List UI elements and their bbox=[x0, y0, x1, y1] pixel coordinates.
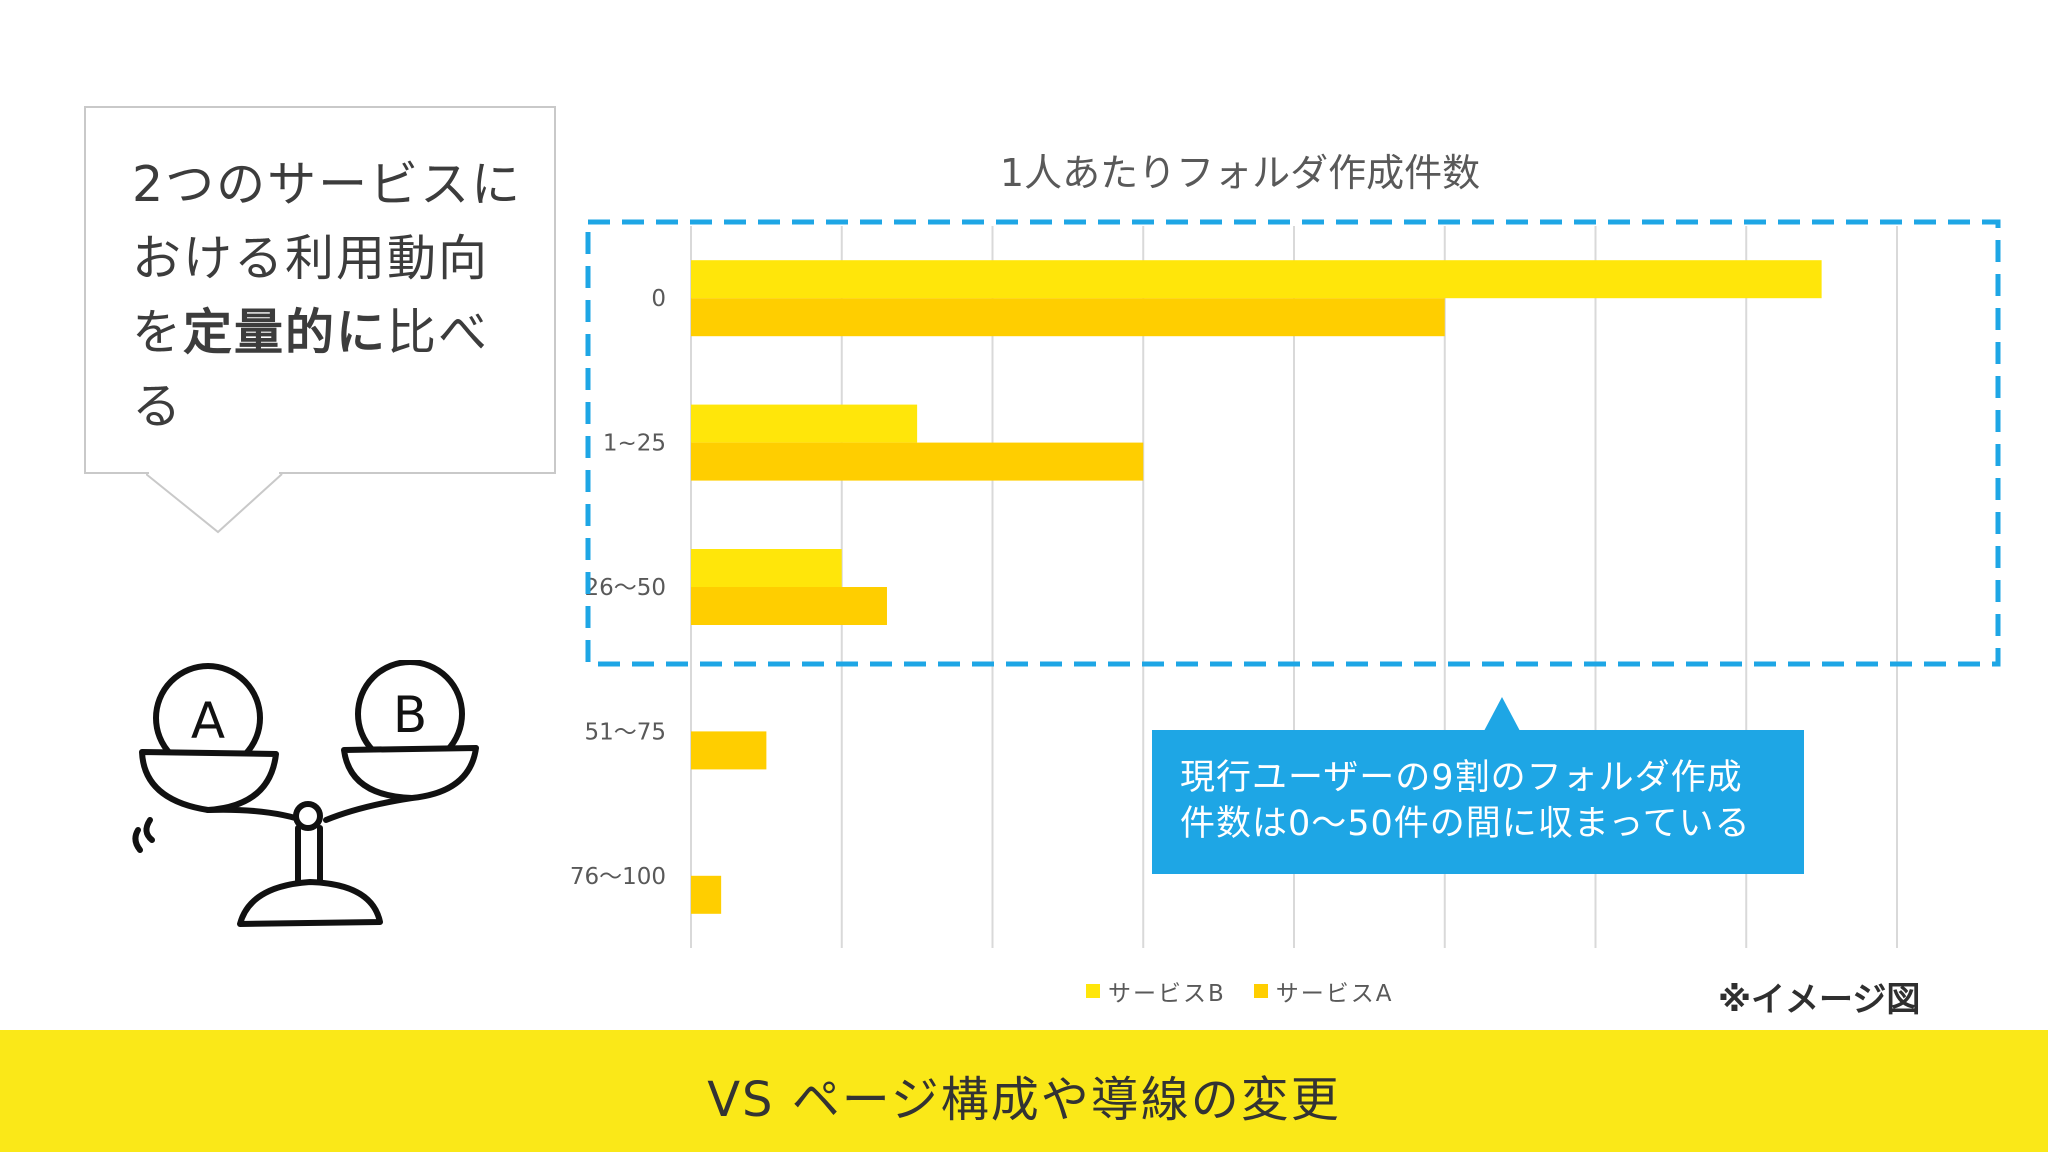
footer-title: VS ページ構成や導線の変更 bbox=[707, 1072, 1341, 1128]
highlight-dashed-box bbox=[585, 219, 2001, 667]
scale-label-b: B bbox=[393, 686, 427, 744]
footer-banner: VS ページ構成や導線の変更 bbox=[0, 1030, 2048, 1152]
speech-bubble: 2つのサービスにおける利用動向を定量的に比べる bbox=[84, 106, 556, 474]
chart-legend: サービスB サービスA bbox=[1086, 974, 1394, 1008]
category-label-2: 26〜50 bbox=[584, 575, 666, 601]
category-label-1: 1~25 bbox=[603, 431, 666, 457]
category-label-0: 0 bbox=[651, 286, 666, 312]
bubble-text-part-3: 比べる bbox=[132, 304, 490, 435]
bar-service-a-3 bbox=[691, 731, 767, 770]
bubble-text-part-1: 2つのサービスにおける利用動向を bbox=[132, 156, 523, 361]
bar-service-b-2 bbox=[691, 549, 842, 587]
legend-label: サービスB bbox=[1108, 981, 1226, 1007]
image-note: ※イメージ図 bbox=[1718, 980, 1921, 1020]
legend-item-service-b: サービスB bbox=[1086, 974, 1226, 1008]
legend-swatch bbox=[1253, 984, 1268, 998]
callout-pointer bbox=[1484, 697, 1520, 731]
bar-service-a-2 bbox=[691, 587, 887, 625]
legend-label: サービスA bbox=[1275, 981, 1394, 1007]
bar-service-b-0 bbox=[691, 260, 1822, 299]
chart-title: 1人あたりフォルダ作成件数 bbox=[999, 151, 1481, 195]
bar-service-b-1 bbox=[691, 404, 918, 443]
callout-box: 現行ユーザーの9割のフォルダ作成 件数は0〜50件の間に収まっている bbox=[1152, 730, 1804, 874]
speech-bubble-tail bbox=[146, 472, 283, 534]
legend-item-service-a: サービスA bbox=[1253, 974, 1394, 1008]
callout-line-1: 現行ユーザーの9割のフォルダ作成 bbox=[1180, 758, 1743, 798]
category-label-4: 76〜100 bbox=[570, 864, 666, 890]
balance-scale-illustration: A B bbox=[132, 660, 479, 927]
scale-label-a: A bbox=[191, 692, 225, 750]
bar-service-a-1 bbox=[691, 442, 1144, 481]
bubble-text-emphasis: 定量的に bbox=[183, 304, 388, 361]
bar-service-a-0 bbox=[691, 298, 1445, 337]
legend-swatch bbox=[1086, 984, 1100, 998]
callout-line-2: 件数は0〜50件の間に収まっている bbox=[1180, 804, 1751, 844]
bubble-text: 2つのサービスにおける利用動向を定量的に比べる bbox=[132, 148, 532, 444]
category-label-3: 51〜75 bbox=[584, 719, 666, 745]
bar-service-a-4 bbox=[691, 875, 722, 914]
